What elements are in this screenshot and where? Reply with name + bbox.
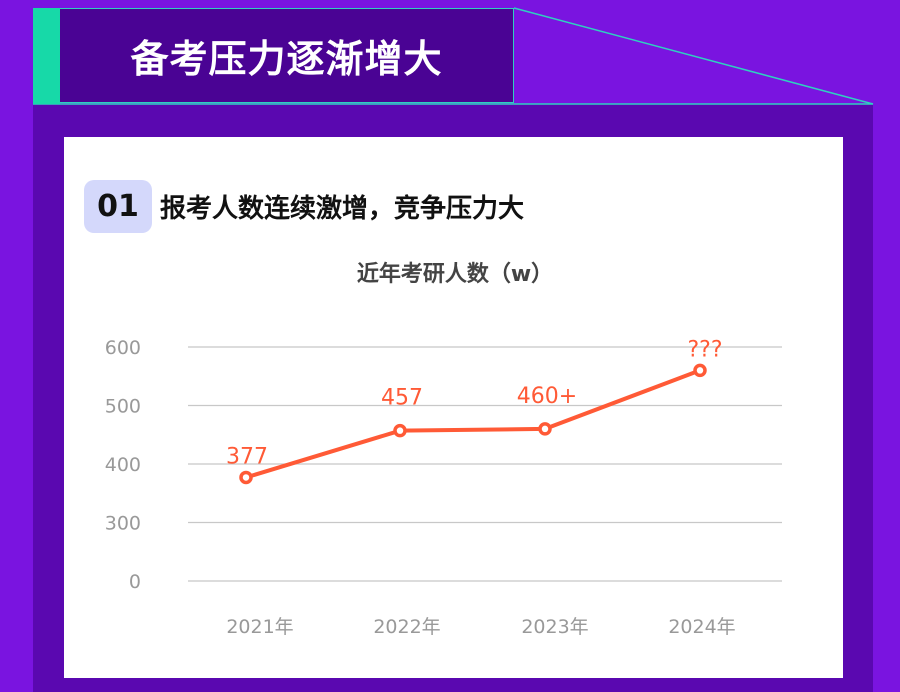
header-title: 备考压力逐渐增大 xyxy=(130,37,443,81)
y-tick-label: 500 xyxy=(105,396,141,418)
header-accent-strip xyxy=(33,8,60,104)
data-label: ??? xyxy=(687,337,722,362)
y-tick-label: 300 xyxy=(105,513,141,535)
y-tick-label: 0 xyxy=(129,571,141,593)
data-label: 460+ xyxy=(517,384,577,409)
x-tick-label: 2021年 xyxy=(226,616,293,638)
data-point xyxy=(538,422,552,436)
data-label: 457 xyxy=(381,386,423,411)
data-point xyxy=(239,470,253,485)
x-tick-label: 2024年 xyxy=(668,616,735,638)
x-tick-label: 2023年 xyxy=(521,616,588,638)
data-point xyxy=(393,423,407,438)
data-line xyxy=(245,368,701,480)
section-title: 报考人数连续激增，竞争压力大 xyxy=(160,194,525,224)
chart-card xyxy=(64,137,843,678)
y-tick-label: 400 xyxy=(105,454,141,476)
data-label: 377 xyxy=(226,444,268,469)
section-number-badge: 01 xyxy=(84,180,152,233)
header-decoration xyxy=(33,7,874,105)
y-tick-label: 600 xyxy=(105,337,141,359)
x-tick-label: 2022年 xyxy=(373,616,440,638)
chart-title: 近年考研人数（w） xyxy=(357,261,553,287)
data-point xyxy=(693,363,707,378)
header-tab: 备考压力逐渐增大 xyxy=(60,8,514,103)
